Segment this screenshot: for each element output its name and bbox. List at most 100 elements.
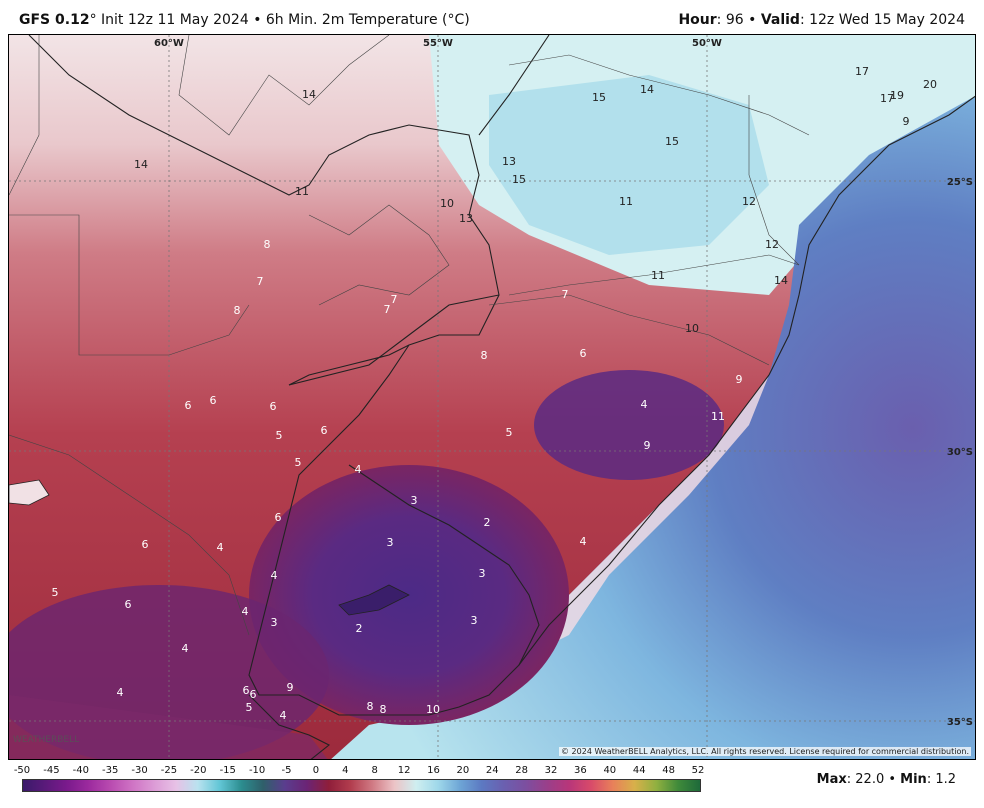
temperature-label: 9 xyxy=(736,373,743,386)
temperature-label: 6 xyxy=(125,598,132,611)
colorbar-tick-label: 20 xyxy=(456,765,470,776)
colorbar-tick-label: -45 xyxy=(43,765,60,776)
temperature-label: 3 xyxy=(471,614,478,627)
temperature-label: 6 xyxy=(580,347,587,360)
temperature-label: 12 xyxy=(742,195,756,208)
colorbar-tick-label: 4 xyxy=(342,765,349,776)
temperature-label: 4 xyxy=(217,541,224,554)
temperature-label: 7 xyxy=(391,293,398,306)
temperature-label: 4 xyxy=(580,535,587,548)
temperature-label: 5 xyxy=(276,429,283,442)
temperature-label: 6 xyxy=(243,684,250,697)
weatherbell-logo: WEATHERBELL xyxy=(13,735,80,745)
temperature-label: 7 xyxy=(257,275,264,288)
temperature-label: 6 xyxy=(185,399,192,412)
temperature-label: 2 xyxy=(356,622,363,635)
temperature-label: 5 xyxy=(52,586,59,599)
map-canvas: 60°W 55°W 50°W 25°S 30°S 35°S 14 15 14 15 17… xyxy=(9,35,975,759)
temperature-label: 17 xyxy=(880,92,894,105)
lat-label-35s: 35°S xyxy=(947,717,973,728)
border-misiones xyxy=(288,294,500,386)
temperature-label: 4 xyxy=(280,709,287,722)
valid-time: Hour: 96 • Valid: 12z Wed 15 May 2024 xyxy=(678,12,965,28)
temperature-label: 8 xyxy=(264,238,271,251)
temperature-label: 11 xyxy=(619,195,633,208)
lon-label-60w: 60°W xyxy=(154,38,184,49)
temperature-label: 3 xyxy=(411,494,418,507)
temperature-label: 13 xyxy=(459,212,473,225)
colorbar-tick-label: -25 xyxy=(160,765,178,776)
degree-sign: ° xyxy=(89,12,97,28)
temperature-label: 9 xyxy=(903,115,910,128)
temperature-label: 12 xyxy=(765,238,779,251)
temperature-label: 14 xyxy=(134,158,148,171)
temperature-label: 10 xyxy=(426,703,440,716)
colorbar-tick-label: 52 xyxy=(691,765,705,776)
colorbar-tick-label: 48 xyxy=(662,765,675,776)
border-ms-north xyxy=(478,35,550,136)
max-label: Max xyxy=(816,772,847,787)
cold-southwest xyxy=(9,695,328,759)
colorbar-tick-label: -20 xyxy=(190,765,207,776)
temperature-label: 20 xyxy=(923,78,937,91)
province-line-nw xyxy=(9,35,40,196)
min-label: Min xyxy=(900,772,927,787)
copyright-notice: © 2024 WeatherBELL Analytics, LLC. All r… xyxy=(559,747,971,756)
colorbar-tick-label: -5 xyxy=(281,765,292,776)
temperature-label: 8 xyxy=(234,304,241,317)
valid-value: : 12z Wed 15 May 2024 xyxy=(799,12,965,28)
state-line-sp xyxy=(508,54,810,136)
temperature-map[interactable]: 60°W 55°W 50°W 25°S 30°S 35°S 14 15 14 15 17… xyxy=(8,34,976,760)
map-title: GFS 0.12° Init 12z 11 May 2024 • 6h Min.… xyxy=(19,12,470,28)
temperature-label: 4 xyxy=(641,398,648,411)
temperature-label: 10 xyxy=(440,197,454,210)
colorbar-tick-label: 24 xyxy=(485,765,499,776)
colorbar-tick-label: -15 xyxy=(219,765,236,776)
colorbar-ticks: -50 -45 -40 -35 -30 -25 -20 -15 -10 -5 0 4 8 12 16 20 24… xyxy=(0,765,984,777)
province-line-sw xyxy=(9,434,250,636)
temperature-label: 15 xyxy=(592,91,606,104)
colorbar-tick-label: 32 xyxy=(544,765,558,776)
colorbar-tick-label: -10 xyxy=(248,765,266,776)
coast-rs xyxy=(518,374,770,666)
temperature-label: 19 xyxy=(890,89,904,102)
temperature-label: 6 xyxy=(250,688,257,701)
temperature-label: 6 xyxy=(321,424,328,437)
colorbar-tick-label: -30 xyxy=(131,765,148,776)
temperature-label: 7 xyxy=(562,288,569,301)
temperature-label: 6 xyxy=(142,538,149,551)
colorbar-tick-label: -35 xyxy=(102,765,119,776)
colorbar-tick-label: 8 xyxy=(371,765,378,776)
temperature-label: 4 xyxy=(182,642,189,655)
coast-brazil xyxy=(768,95,975,376)
min-value: : 1.2 xyxy=(926,772,956,787)
ocean xyxy=(331,96,975,759)
temperature-label: 11 xyxy=(711,410,725,423)
temperature-label: 11 xyxy=(295,185,309,198)
colorbar-tick-label: -50 xyxy=(13,765,31,776)
temperature-label: 3 xyxy=(271,616,278,629)
temperature-label: 7 xyxy=(384,303,391,316)
max-value: : 22.0 • xyxy=(846,772,901,787)
colorbar-tick-label: 36 xyxy=(574,765,587,776)
colorbar-tick-label: 0 xyxy=(312,765,320,776)
lat-label-25s: 25°S xyxy=(947,177,973,188)
temperature-label: 3 xyxy=(479,567,486,580)
temperature-label: 5 xyxy=(295,456,302,469)
temperature-label: 14 xyxy=(640,83,654,96)
colorbar-tick-label: 28 xyxy=(515,765,529,776)
state-line-sc-rs xyxy=(488,294,770,366)
temperature-label: 5 xyxy=(246,701,253,714)
state-lines-paraguay xyxy=(178,35,390,136)
colorbar-tick-label: -40 xyxy=(72,765,89,776)
hour-value: : 96 • xyxy=(716,12,761,28)
temperature-label: 4 xyxy=(271,569,278,582)
temperature-label: 11 xyxy=(651,269,665,282)
hour-label: Hour xyxy=(678,12,717,28)
province-lines-west xyxy=(9,214,250,356)
lat-label-30s: 30°S xyxy=(947,447,973,458)
temperature-label: 5 xyxy=(506,426,513,439)
border-uruguay xyxy=(248,344,540,716)
state-line-pr-sc xyxy=(508,254,800,296)
